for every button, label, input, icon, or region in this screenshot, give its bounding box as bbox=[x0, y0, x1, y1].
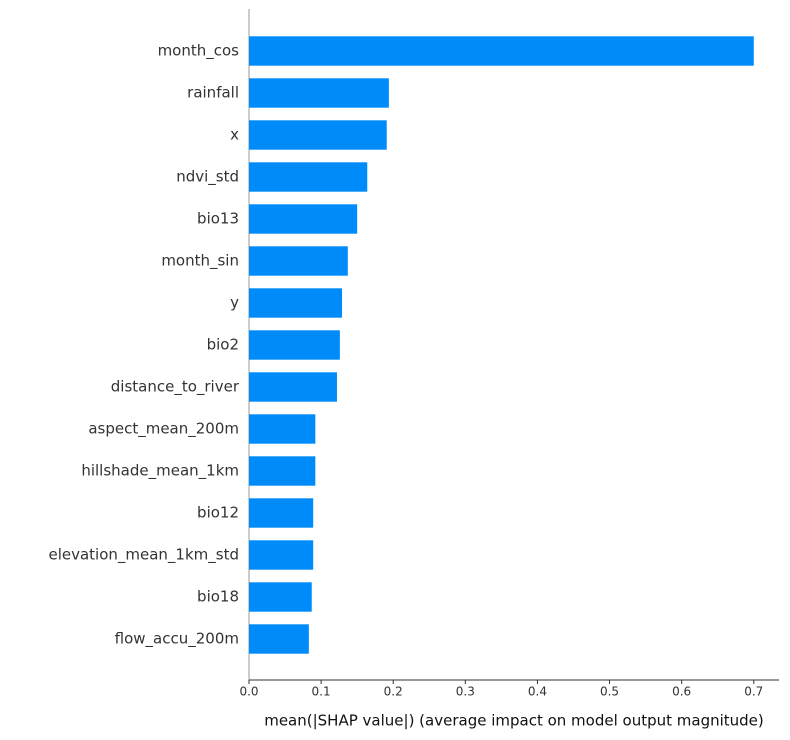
bar bbox=[249, 36, 754, 66]
bar bbox=[249, 624, 309, 654]
y-tick-label: hillshade_mean_1km bbox=[81, 462, 239, 481]
y-tick-label: month_sin bbox=[161, 252, 239, 271]
bar bbox=[249, 204, 358, 234]
bar bbox=[249, 162, 368, 192]
bar bbox=[249, 372, 337, 402]
y-tick-label: bio2 bbox=[207, 336, 239, 354]
y-tick-label: month_cos bbox=[158, 42, 240, 61]
x-tick-label: 0.5 bbox=[600, 685, 619, 699]
y-tick-label: rainfall bbox=[187, 84, 239, 102]
bar bbox=[249, 246, 348, 276]
y-tick-label: distance_to_river bbox=[111, 378, 240, 397]
bar bbox=[249, 78, 389, 108]
y-tick-label: aspect_mean_200m bbox=[88, 420, 239, 439]
y-tick-label: bio13 bbox=[197, 210, 239, 228]
x-axis-label: mean(|SHAP value|) (average impact on mo… bbox=[264, 712, 764, 730]
x-tick-label: 0.2 bbox=[384, 685, 403, 699]
bar bbox=[249, 540, 314, 570]
y-tick-label: y bbox=[230, 294, 239, 312]
bar bbox=[249, 498, 314, 528]
bar bbox=[249, 288, 343, 318]
x-tick-label: 0.0 bbox=[239, 685, 258, 699]
y-tick-label: bio12 bbox=[197, 504, 239, 522]
y-tick-label: ndvi_std bbox=[176, 168, 239, 187]
x-tick-label: 0.3 bbox=[456, 685, 475, 699]
x-tick-label: 0.7 bbox=[744, 685, 763, 699]
y-tick-label: flow_accu_200m bbox=[115, 630, 239, 649]
bar bbox=[249, 414, 316, 444]
bar bbox=[249, 456, 316, 486]
x-tick-label: 0.6 bbox=[672, 685, 691, 699]
y-tick-label: bio18 bbox=[197, 588, 239, 606]
y-tick-label: x bbox=[230, 126, 239, 144]
bar bbox=[249, 582, 312, 612]
y-tick-label: elevation_mean_1km_std bbox=[48, 546, 239, 565]
x-tick-label: 0.4 bbox=[528, 685, 547, 699]
x-tick-label: 0.1 bbox=[312, 685, 331, 699]
bar bbox=[249, 120, 387, 150]
bar bbox=[249, 330, 340, 360]
